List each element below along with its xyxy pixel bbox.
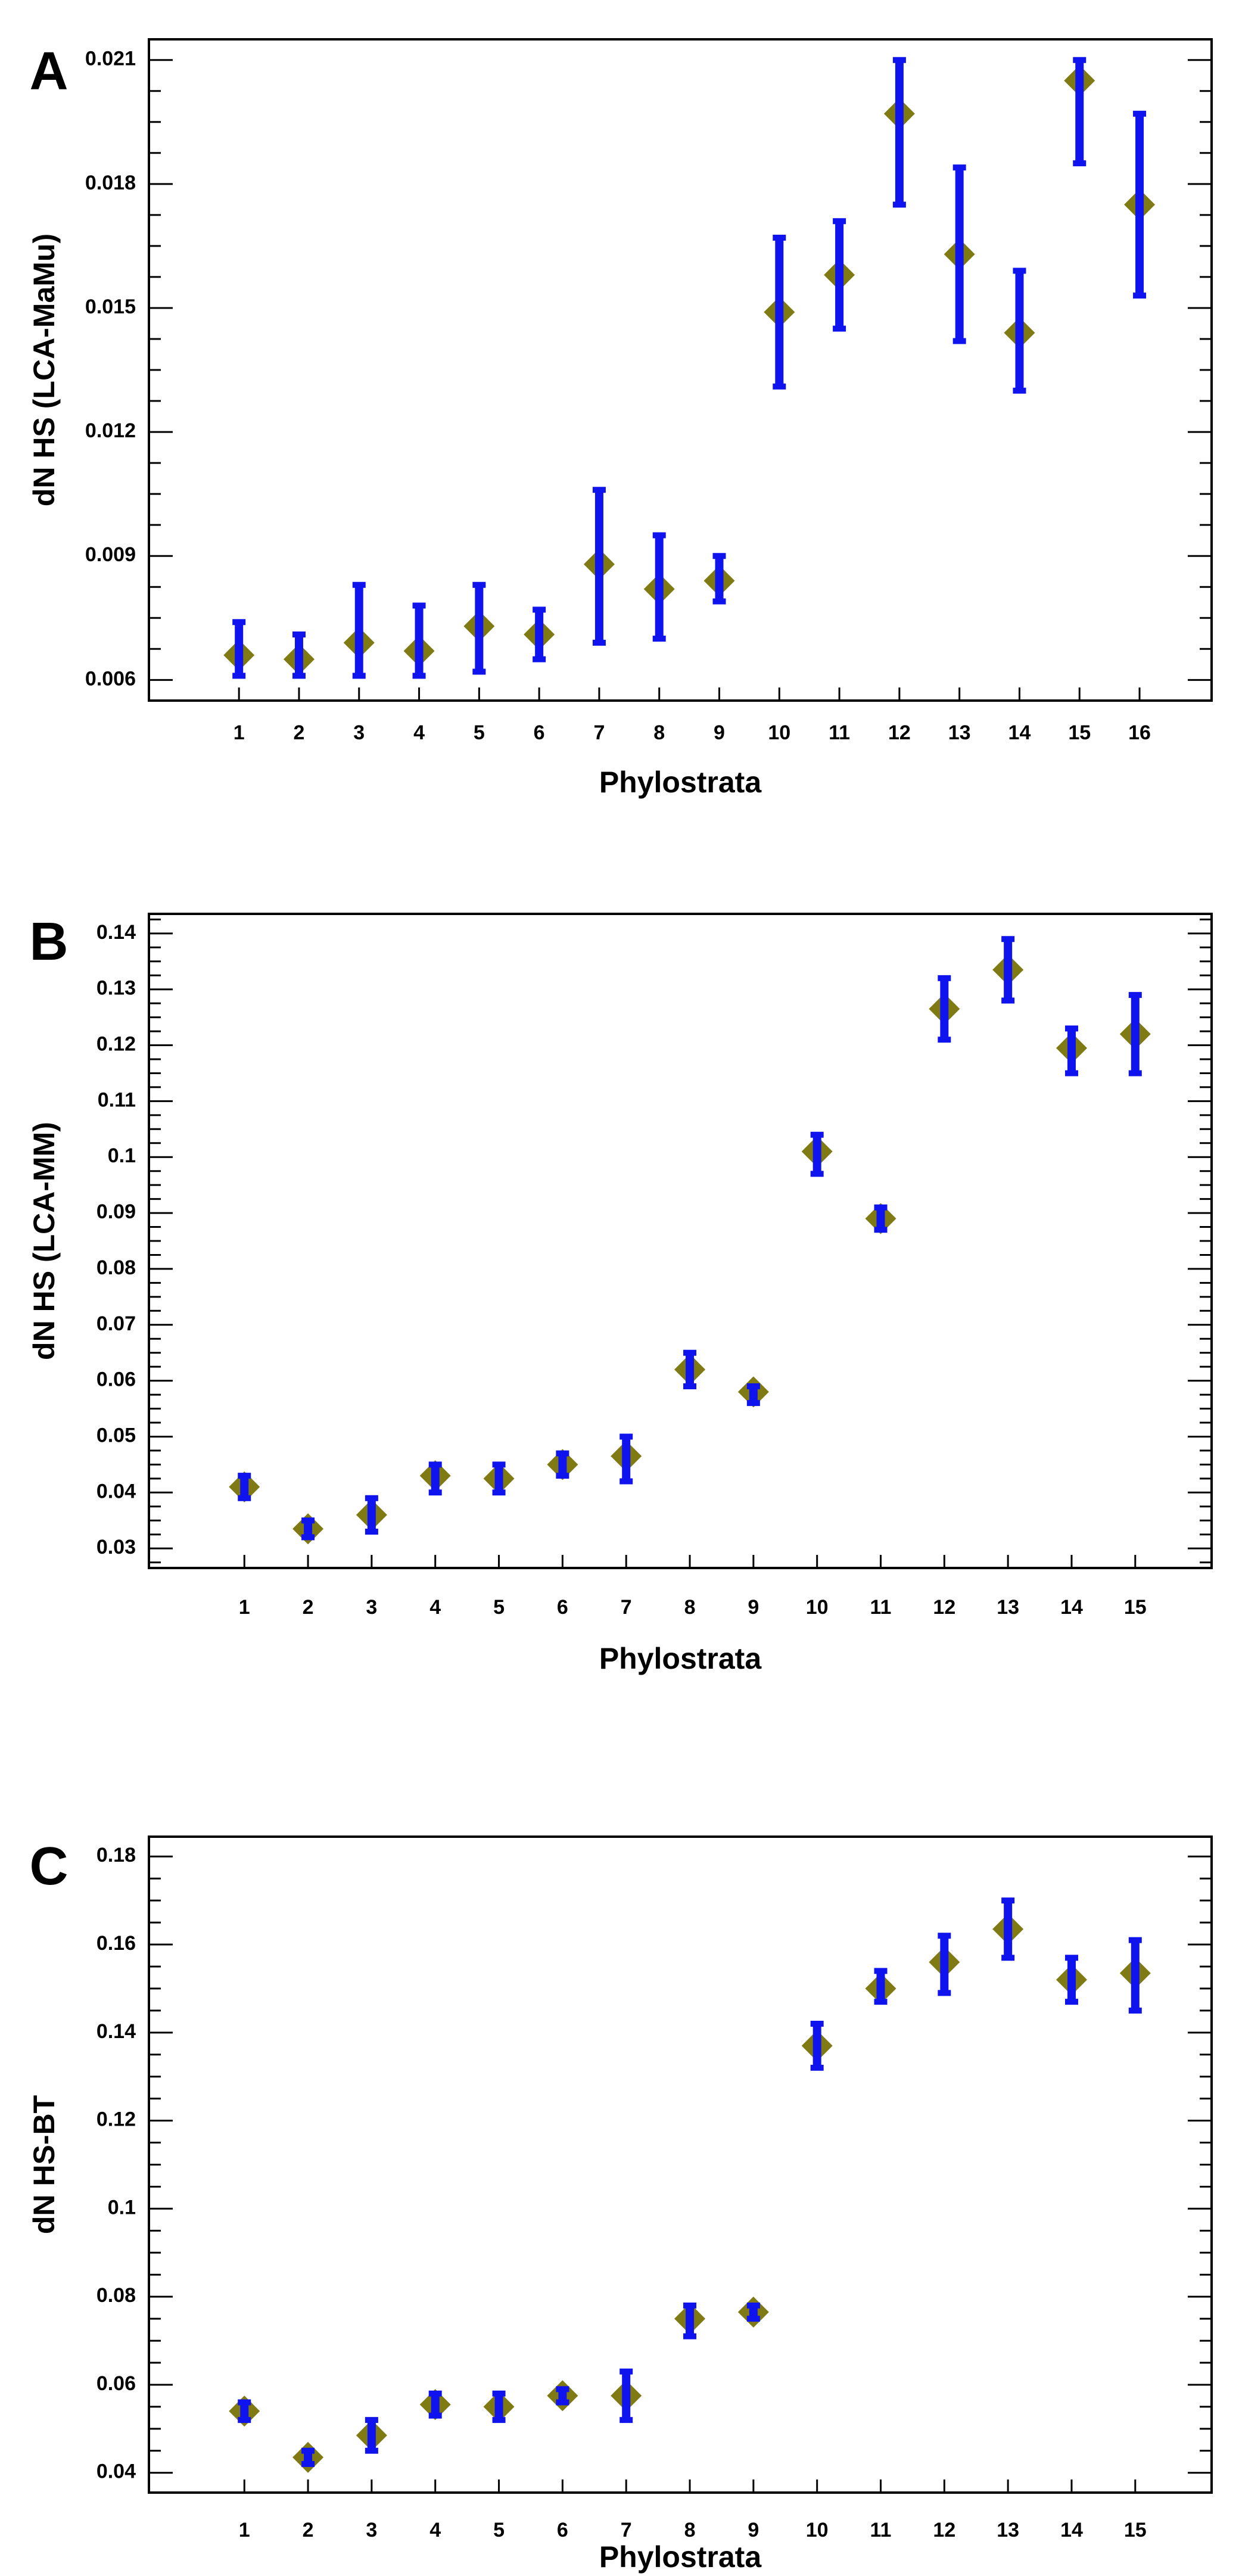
x-tick-label: 12 [933,1596,955,1619]
y-tick-label: 0.015 [85,295,136,318]
y-tick-label: 0.14 [96,921,136,944]
x-tick-label: 5 [474,721,485,744]
x-tick-label: 7 [621,1596,632,1619]
x-tick-label: 15 [1124,1596,1147,1619]
x-tick-label: 9 [748,2519,759,2541]
x-tick-label: 2 [303,1596,314,1619]
y-tick-label: 0.04 [96,1480,136,1502]
data-series [229,936,1151,1545]
x-tick-label: 6 [534,721,545,744]
x-tick-label: 6 [557,1596,568,1619]
panel-label: C [30,1837,69,1896]
y-tick-label: 0.08 [96,1256,136,1279]
x-tick-label: 8 [653,721,665,744]
x-tick-label: 12 [888,721,911,744]
plot-frame [148,38,1213,702]
x-tick-label: 10 [806,1596,829,1619]
x-tick-label: 10 [806,2519,829,2541]
x-tick-label: 6 [557,2519,568,2541]
y-tick-label: 0.16 [96,1932,136,1955]
y-tick-label: 0.12 [96,2108,136,2131]
y-axis-label: dN HS (LCA-MaMu) [27,234,61,506]
x-tick-label: 13 [997,2519,1019,2541]
y-tick-label: 0.04 [96,2460,136,2483]
x-tick-label: 14 [1008,721,1031,744]
y-tick-label: 0.18 [96,1844,136,1866]
x-tick-label: 3 [366,1596,377,1619]
y-tick-label: 0.012 [85,419,136,442]
panel-label: B [30,912,69,972]
y-tick-label: 0.006 [85,667,136,690]
y-tick-label: 0.13 [96,977,136,1000]
x-tick-label: 13 [997,1596,1019,1619]
x-axis-label: Phylostrata [599,1642,762,1675]
y-tick-label: 0.021 [85,48,136,70]
x-tick-label: 5 [493,2519,505,2541]
x-tick-label: 1 [239,1596,250,1619]
x-tick-label: 4 [429,2519,441,2541]
y-tick-label: 0.018 [85,172,136,194]
y-tick-label: 0.1 [108,2196,136,2219]
x-tick-label: 13 [948,721,971,744]
plot-frame [148,913,1213,1569]
x-tick-label: 11 [870,1596,892,1619]
panel-label: A [30,42,69,101]
x-tick-label: 5 [493,1596,505,1619]
y-tick-label: 0.06 [96,1368,136,1391]
x-tick-label: 1 [234,721,245,744]
y-tick-label: 0.009 [85,543,136,566]
x-tick-label: 3 [353,721,365,744]
y-tick-label: 0.06 [96,2372,136,2395]
x-tick-label: 8 [684,1596,696,1619]
y-tick-label: 0.03 [96,1536,136,1558]
x-tick-label: 3 [366,2519,377,2541]
y-tick-label: 0.08 [96,2284,136,2307]
x-tick-label: 1 [239,2519,250,2541]
x-tick-label: 7 [621,2519,632,2541]
x-tick-label: 2 [303,2519,314,2541]
y-tick-label: 0.09 [96,1200,136,1223]
y-tick-label: 0.14 [96,2020,136,2043]
x-tick-label: 7 [593,721,605,744]
x-tick-label: 4 [429,1596,441,1619]
x-axis-label: Phylostrata [599,2540,762,2574]
y-tick-label: 0.07 [96,1312,136,1335]
chart-panel-c: C0.040.060.080.10.120.140.160.181 2 3 4 5 6 7 8… [27,1835,1213,2574]
x-tick-label: 4 [413,721,425,744]
y-tick-label: 0.12 [96,1033,136,1056]
x-tick-label: 11 [870,2519,892,2541]
y-axis-label: dN HS-BT [27,2095,61,2234]
x-tick-label: 12 [933,2519,955,2541]
x-tick-label: 15 [1124,2519,1147,2541]
x-tick-label: 9 [748,1596,759,1619]
x-tick-label: 2 [294,721,305,744]
data-series [223,57,1156,679]
x-tick-label: 11 [829,721,850,744]
data-series [229,1897,1151,2473]
x-tick-label: 8 [684,2519,696,2541]
chart-panel-b: B 0.03 0.04 0.05 0.06 0.07 0.08 0.09 0.1 0.11 0.12… [27,912,1213,1675]
x-tick-label: 15 [1068,721,1091,744]
x-tick-label: 16 [1128,721,1151,744]
plot-frame [148,1835,1213,2494]
y-axis-label: dN HS (LCA-MM) [27,1122,61,1360]
x-axis-label: Phylostrata [599,766,762,799]
x-tick-label: 10 [768,721,790,744]
x-tick-label: 14 [1060,2519,1083,2541]
y-tick-label: 0.11 [98,1088,136,1111]
y-tick-label: 0.05 [96,1424,136,1446]
y-tick-label: 0.1 [108,1144,136,1167]
x-tick-label: 9 [714,721,725,744]
x-tick-label: 14 [1060,1596,1083,1619]
